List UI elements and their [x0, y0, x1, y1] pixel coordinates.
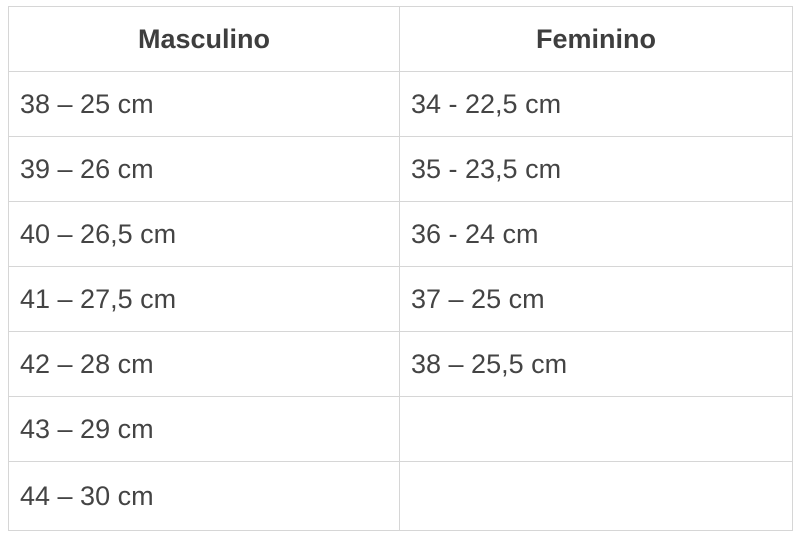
cell-feminino: 36 - 24 cm: [399, 201, 793, 267]
table-body: 38 – 25 cm 34 - 22,5 cm 39 – 26 cm 35 - 23,…: [8, 71, 793, 531]
cell-feminino: [399, 396, 793, 462]
table-row: 40 – 26,5 cm 36 - 24 cm: [8, 201, 793, 267]
table-row: 39 – 26 cm 35 - 23,5 cm: [8, 136, 793, 202]
cell-feminino: 35 - 23,5 cm: [399, 136, 793, 202]
header-masculino: Masculino: [8, 6, 400, 72]
header-feminino: Feminino: [399, 6, 793, 72]
cell-masculino: 41 – 27,5 cm: [8, 266, 400, 332]
table-row: 44 – 30 cm: [8, 461, 793, 531]
cell-feminino: 34 - 22,5 cm: [399, 71, 793, 137]
cell-masculino: 42 – 28 cm: [8, 331, 400, 397]
table-row: 42 – 28 cm 38 – 25,5 cm: [8, 331, 793, 397]
cell-feminino: [399, 461, 793, 531]
cell-masculino: 40 – 26,5 cm: [8, 201, 400, 267]
cell-feminino: 38 – 25,5 cm: [399, 331, 793, 397]
size-table: Masculino Feminino 38 – 25 cm 34 - 22,5 c…: [8, 6, 793, 531]
cell-masculino: 43 – 29 cm: [8, 396, 400, 462]
cell-feminino: 37 – 25 cm: [399, 266, 793, 332]
cell-masculino: 44 – 30 cm: [8, 461, 400, 531]
header-row: Masculino Feminino: [8, 6, 793, 72]
cell-masculino: 39 – 26 cm: [8, 136, 400, 202]
table-row: 43 – 29 cm: [8, 396, 793, 462]
table-row: 38 – 25 cm 34 - 22,5 cm: [8, 71, 793, 137]
cell-masculino: 38 – 25 cm: [8, 71, 400, 137]
table-row: 41 – 27,5 cm 37 – 25 cm: [8, 266, 793, 332]
